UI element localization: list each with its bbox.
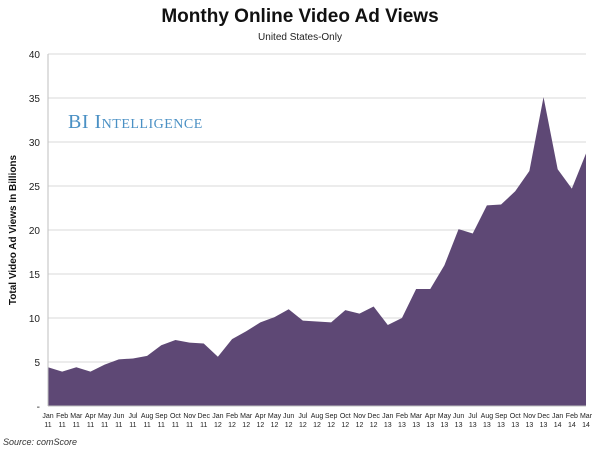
x-tick-label: Oct 13 (510, 413, 521, 429)
x-tick-label: Jan 12 (212, 413, 223, 429)
x-tick-label: Nov 13 (523, 413, 536, 429)
x-tick-label: Apr 12 (255, 413, 267, 429)
x-tick-label: Nov 12 (353, 413, 366, 429)
y-tick-label: 30 (29, 138, 41, 149)
x-tick-label: Nov 11 (183, 413, 196, 429)
x-tick-label: Feb 12 (226, 413, 238, 429)
x-tick-label: Mar 11 (70, 413, 83, 429)
x-tick-label: Mar 14 (580, 413, 593, 429)
x-tick-label: Feb 13 (396, 413, 408, 429)
x-tick-label: May 12 (268, 413, 282, 429)
y-tick-label: 25 (29, 182, 41, 193)
x-tick-label: Aug 13 (481, 413, 494, 429)
x-tick-label: Mar 13 (410, 413, 423, 429)
area-series (48, 97, 586, 407)
x-tick-label: Feb 11 (56, 413, 68, 429)
y-tick-label: 35 (29, 94, 41, 105)
x-tick-label: Aug 11 (141, 413, 154, 429)
y-axis-label: Total Video Ad Views In Billions (8, 154, 19, 305)
series-area (48, 97, 586, 407)
x-tick-label: May 11 (98, 413, 112, 429)
x-tick-label: Jan 11 (42, 413, 53, 429)
x-tick-label: Jun 13 (453, 413, 464, 429)
y-tick-label: 10 (29, 314, 41, 325)
bi-intelligence-watermark: BI Intelligence (68, 111, 203, 133)
x-tick-label: Mar 12 (240, 413, 253, 429)
x-tick-label: Aug 12 (311, 413, 324, 429)
x-tick-label: May 13 (438, 413, 452, 429)
x-tick-label: Feb 14 (566, 413, 578, 429)
x-tick-label: Jan 13 (382, 413, 393, 429)
x-tick-label: Dec 12 (367, 413, 380, 429)
source-note: Source: comScore (3, 437, 78, 447)
y-tick-label: - (37, 402, 40, 413)
y-tick-label: 15 (29, 270, 41, 281)
axes (47, 54, 586, 407)
chart-subtitle: United States-Only (258, 32, 342, 43)
x-tick-label: Jan 14 (552, 413, 563, 429)
x-tick-label: Sep 13 (495, 413, 508, 429)
x-tick-label: Jun 11 (113, 413, 124, 429)
x-tick-label: Jul 13 (468, 413, 477, 429)
x-tick-label: Oct 11 (170, 413, 181, 429)
y-tick-label: 5 (34, 358, 40, 369)
x-tick-label: Sep 12 (325, 413, 338, 429)
y-tick-labels: - 5 10 15 20 25 30 35 40 (29, 50, 41, 413)
y-tick-label: 40 (29, 50, 41, 61)
x-tick-label: Jul 12 (298, 413, 307, 429)
x-tick-label: Jun 12 (283, 413, 294, 429)
x-tick-label: Oct 12 (340, 413, 351, 429)
x-tick-label: Apr 11 (85, 413, 97, 429)
x-tick-label: Dec 13 (537, 413, 550, 429)
x-tick-label: Dec 11 (198, 413, 211, 429)
chart-title: Monthy Online Video Ad Views (161, 6, 439, 27)
y-tick-label: 20 (29, 226, 41, 237)
x-tick-label: Apr 13 (425, 413, 437, 429)
x-tick-label: Jul 11 (128, 413, 137, 429)
x-tick-label: Sep 11 (155, 413, 168, 429)
